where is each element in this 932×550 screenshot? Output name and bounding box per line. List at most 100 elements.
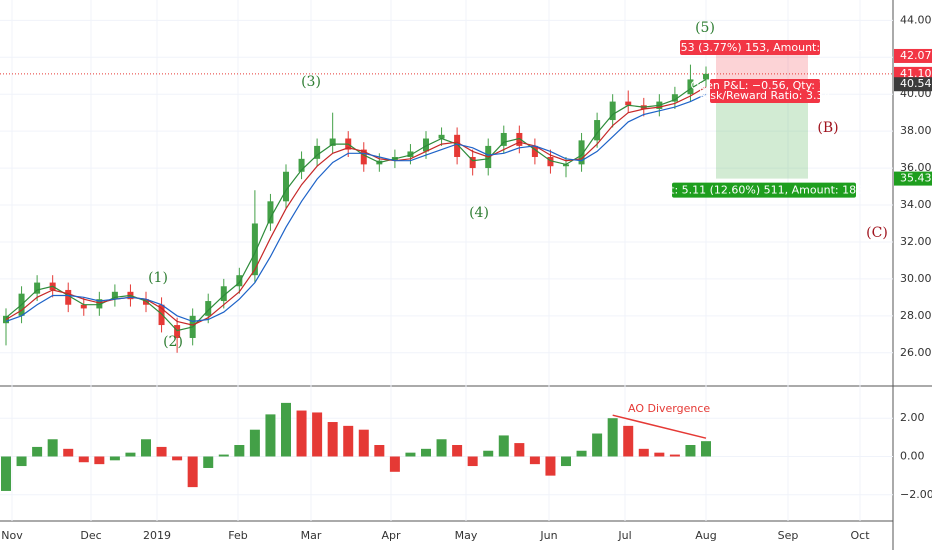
ao-bar: [1, 456, 11, 491]
ao-bar: [467, 456, 478, 467]
ao-bar: [421, 448, 431, 457]
wave-label: (5): [695, 20, 715, 36]
y-tick-label: 32.00: [900, 235, 932, 248]
ao-bar: [576, 450, 587, 457]
rr-label: Risk/Reward Ratio: 3.34: [700, 89, 831, 102]
target-label-box: [672, 182, 856, 198]
ao-bar: [545, 456, 556, 476]
entry-price-label-box: [894, 77, 932, 92]
stop-label: Stop: 1.53 (3.77%) 153, Amount: 750.61: [638, 41, 862, 54]
current-price-label: 41.10: [900, 67, 932, 80]
candle-body: [220, 286, 227, 302]
ao-bar: [78, 456, 89, 463]
ao-bar: [218, 454, 229, 457]
wave-label: (C): [866, 225, 888, 241]
ao-bar: [452, 445, 463, 457]
ao-bar: [203, 456, 214, 468]
ao-bar: [701, 441, 711, 457]
candle-body: [687, 79, 694, 95]
ao-bar: [498, 435, 509, 457]
stop-price-label-box: [894, 48, 932, 63]
candle-body: [671, 94, 678, 102]
candle-body: [236, 275, 243, 287]
ao-bar: [172, 456, 183, 461]
candle-body: [407, 151, 414, 157]
candle-body: [96, 299, 103, 309]
ao-tick-label: 0.00: [900, 449, 925, 462]
divergence-label: AO Divergence: [628, 402, 710, 415]
pnl-label-box: [710, 79, 820, 103]
candle-body: [563, 164, 569, 167]
wave-label: (4): [469, 205, 489, 221]
y-tick-label: 38.00: [900, 124, 932, 137]
ao-bar: [47, 439, 58, 457]
candle-body: [251, 223, 258, 276]
ao-bar: [343, 425, 354, 457]
ao-bar: [358, 429, 369, 457]
x-tick-label: Nov: [1, 529, 23, 542]
wave-label: (3): [301, 74, 321, 90]
x-tick-label: Oct: [850, 529, 870, 542]
candle-body: [423, 138, 429, 152]
moving-average: [5, 93, 707, 323]
ao-bar: [312, 412, 323, 457]
ao-bar: [685, 445, 696, 457]
ao-bar: [125, 452, 136, 457]
candle-body: [578, 140, 585, 165]
wave-label: (1): [148, 270, 168, 286]
candle-body: [469, 156, 476, 169]
wave-label: (B): [817, 120, 838, 136]
candle-body: [516, 132, 523, 146]
x-tick-label: Jun: [539, 529, 557, 542]
entry-price-label: 40.54: [900, 77, 932, 90]
ao-bar: [327, 422, 338, 457]
divergence-line: [612, 414, 707, 439]
ao-bar: [234, 445, 245, 457]
candle-body: [158, 304, 165, 326]
ao-bar: [281, 402, 291, 457]
candle-body: [111, 291, 118, 300]
ao-bar: [94, 456, 105, 465]
ao-bar: [514, 443, 525, 457]
target-label: Target: 5.11 (12.60%) 511, Amount: 1832.…: [639, 184, 887, 197]
candle-body: [625, 101, 632, 106]
ao-bar: [156, 446, 167, 457]
candle-body: [34, 282, 41, 294]
ao-bar: [607, 418, 618, 457]
y-tick-label: 28.00: [900, 309, 932, 322]
candle-body: [143, 299, 149, 305]
x-tick-label: Feb: [228, 529, 247, 542]
candle-body: [360, 149, 367, 165]
ao-bar: [405, 452, 416, 457]
target-price-label: 35.43: [900, 172, 932, 185]
candle-body: [703, 73, 709, 80]
ao-bar: [374, 445, 385, 457]
candle-body: [547, 156, 554, 167]
target-price-label-box: [894, 171, 932, 186]
ao-bar: [654, 452, 665, 457]
ao-bar: [529, 456, 540, 465]
x-tick-label: Apr: [381, 529, 401, 542]
x-tick-label: Jul: [617, 529, 631, 542]
candle-body: [298, 158, 305, 172]
candle-body: [174, 325, 181, 338]
ao-bar: [436, 439, 447, 457]
ao-bar: [638, 448, 649, 457]
y-tick-label: 30.00: [900, 272, 932, 285]
wave-label: (2): [163, 334, 183, 350]
candle-body: [3, 315, 9, 324]
x-tick-label: Mar: [301, 529, 322, 542]
ao-bar: [265, 414, 276, 457]
ao-bar: [63, 448, 74, 457]
y-tick-label: 44.00: [900, 13, 932, 26]
candle-body: [609, 101, 616, 121]
y-tick-label: 26.00: [900, 346, 932, 359]
ao-bar: [389, 456, 400, 472]
ao-tick-label: −2.00: [900, 488, 932, 501]
stop-label-box: [680, 39, 820, 55]
ao-bar: [16, 456, 27, 467]
candle-body: [65, 289, 72, 305]
ao-bar: [669, 454, 680, 457]
x-tick-label: May: [455, 529, 478, 542]
candle-body: [454, 134, 461, 157]
